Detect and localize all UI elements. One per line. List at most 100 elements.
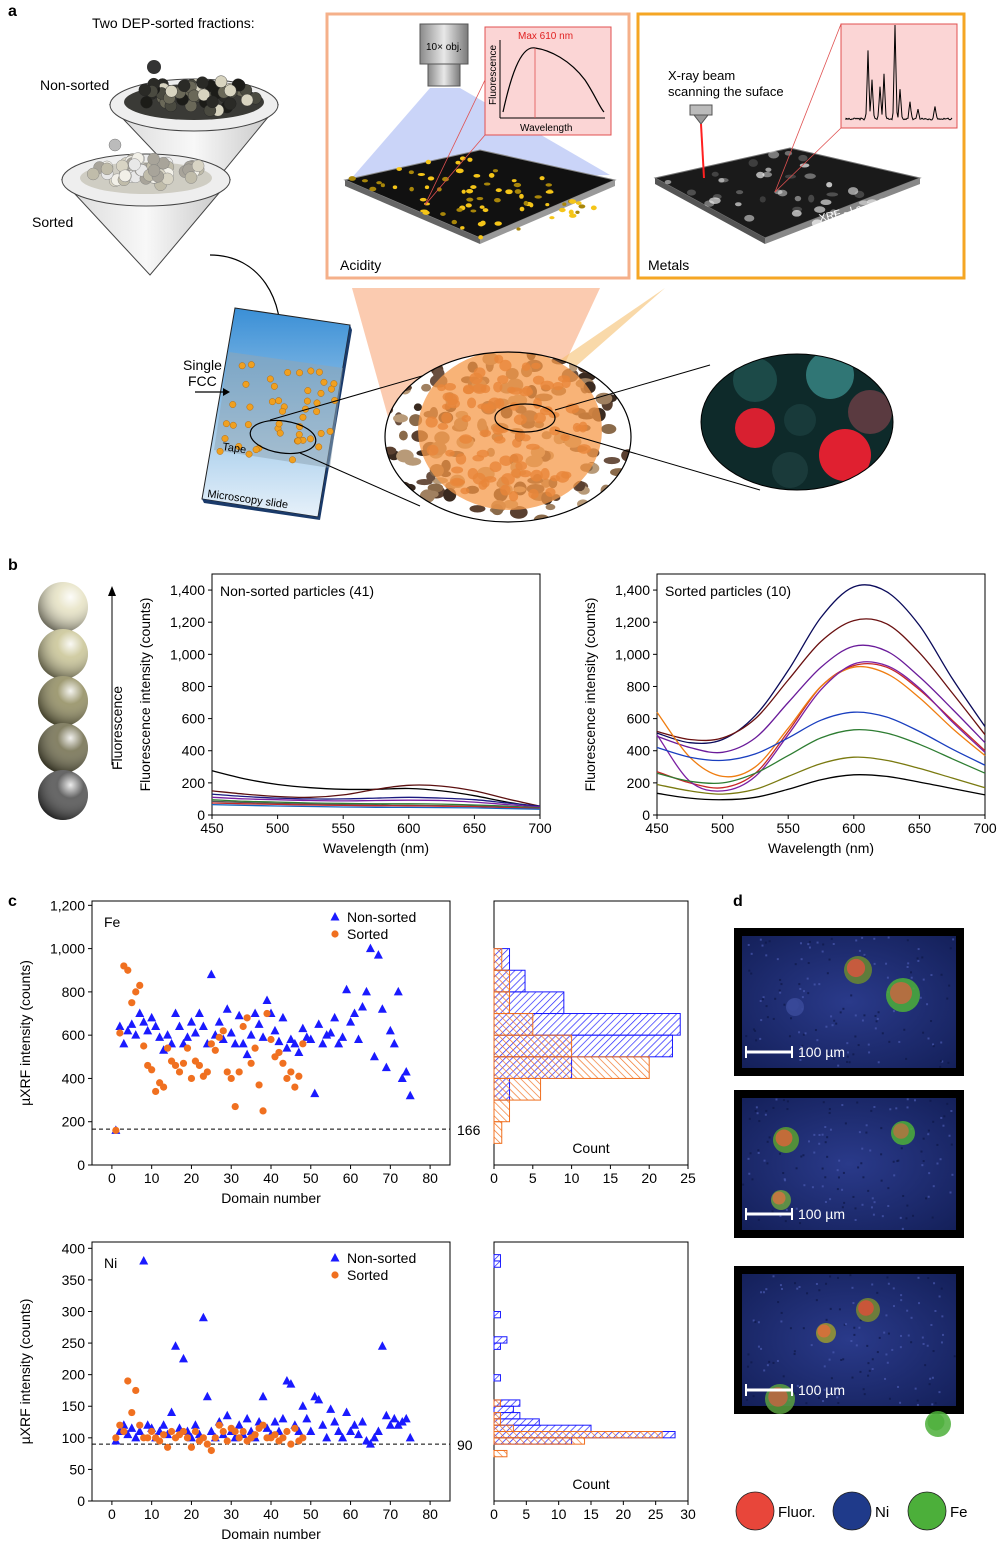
inset-ylabel: Fluorescence [488, 45, 499, 105]
x-tick-label: 600 [842, 820, 866, 836]
sorted-point [179, 1059, 188, 1067]
non-sorted-point [306, 1034, 316, 1043]
sorted-point [160, 1083, 168, 1091]
spectrum-line-2 [211, 784, 541, 807]
non-sorted-point [123, 1429, 133, 1439]
sorted-point [207, 1040, 215, 1048]
x-tick-label: 0 [490, 1506, 498, 1522]
microscope-objective: 10× obj. [419, 23, 469, 87]
non-sorted-point [330, 1417, 340, 1426]
sorted-point [175, 1068, 184, 1076]
non-sorted-point [258, 1032, 268, 1041]
non-sorted-point [258, 1391, 268, 1401]
non-sorted-bar [493, 1254, 501, 1262]
non-sorted-point [286, 1379, 296, 1388]
sorted-bar [493, 1449, 508, 1458]
y-tick-label: 300 [62, 1303, 86, 1319]
non-sorted-point [171, 1341, 181, 1350]
non-sorted-point [115, 1021, 125, 1031]
plot-frame [91, 1241, 451, 1502]
panel-c: 0 10 20 30 40 50 60 70 8002004006008001,0001,200… [17, 897, 696, 1542]
x-tick-label: 700 [528, 820, 552, 836]
non-sorted-point [369, 1432, 379, 1442]
sorted-point [112, 1126, 120, 1134]
sorted-point [287, 1440, 295, 1448]
x-tick-label: 30 [223, 1506, 239, 1522]
y-tick-label: 200 [182, 775, 206, 791]
sorted-point [156, 1437, 164, 1445]
non-sorted-point [262, 995, 272, 1005]
spectrum-line-5 [656, 665, 986, 778]
non-sorted-point [357, 1417, 367, 1426]
non-sorted-point [131, 1030, 141, 1039]
element-label: Ni [104, 1255, 117, 1271]
x-tick-label: 10 [564, 1170, 580, 1186]
sorted-label: Sorted [32, 214, 73, 230]
sorted-point [199, 1434, 207, 1442]
sorted-point [291, 1424, 299, 1432]
non-sorted-point [405, 1090, 415, 1100]
non-sorted-point [171, 1008, 181, 1018]
y-tick-label: 1,400 [170, 582, 205, 598]
sorted-point [259, 1421, 267, 1429]
sorted-point [219, 1427, 227, 1436]
x-tick-label: 600 [397, 820, 421, 836]
x-tick-label: 10 [144, 1506, 160, 1522]
non-sorted-point [242, 1049, 252, 1059]
non-sorted-point [373, 1426, 383, 1436]
non-sorted-point [163, 1030, 173, 1039]
panel-a-schematic: Two DEP-sorted fractions: Non-sorted Sor… [32, 12, 966, 523]
non-sorted-point [365, 1439, 375, 1448]
spectrum-line-8 [656, 728, 986, 785]
x-tick-label: 10 [144, 1170, 160, 1186]
legend-marker-non-sorted [330, 1253, 340, 1262]
sorted-point [187, 1074, 196, 1083]
scale-bar-label: 100 µm [798, 1044, 845, 1060]
x-tick-label: 450 [645, 820, 669, 836]
sorted-point [283, 1074, 291, 1083]
sorted-bar [493, 1418, 501, 1426]
threshold-label: 90 [457, 1437, 473, 1453]
non-sorted-point [346, 1426, 356, 1436]
x-tick-label: 80 [422, 1170, 438, 1186]
fluorescence-zoom [700, 353, 894, 491]
sorted-point [171, 1061, 180, 1070]
spectrum-line-7 [656, 711, 986, 766]
sorted-point [128, 1408, 136, 1417]
sorted-point [263, 1009, 271, 1018]
sorted-point [235, 1434, 243, 1442]
objective-label: 10× obj. [426, 42, 462, 53]
non-sorted-point [274, 1036, 284, 1046]
sorted-bar [493, 1099, 511, 1123]
sorted-point [219, 1027, 227, 1035]
sorted-point [179, 1427, 188, 1436]
sorted-bar [493, 969, 511, 993]
sorted-bar [493, 1412, 501, 1420]
non-sorted-point [206, 1426, 216, 1436]
chart-sorted-spectra: 450 500 550 600 650 700 0 200 400 600 800 1,000 1,20… [582, 573, 997, 856]
non-sorted-point [314, 1019, 324, 1028]
sorted-point [215, 1033, 223, 1041]
panel-label-c: c [8, 893, 17, 910]
plot-frame [493, 1241, 689, 1502]
sorted-point [144, 1434, 152, 1442]
sorted-point [299, 1434, 307, 1442]
sorted-point [195, 1061, 203, 1070]
y-tick-label: 150 [62, 1398, 86, 1414]
legend-label-non-sorted: Non-sorted [347, 909, 416, 925]
spectrum-line-10 [656, 774, 986, 801]
acidity-label: Acidity [340, 257, 381, 273]
non-sorted-point [393, 1420, 403, 1429]
non-sorted-point [310, 1391, 320, 1401]
non-sorted-bar [493, 1260, 501, 1268]
non-sorted-point [365, 943, 375, 953]
x-tick-label: 20 [184, 1506, 200, 1522]
non-sorted-point [278, 1012, 288, 1022]
non-sorted-point [254, 1019, 264, 1028]
sorted-point [239, 1022, 247, 1031]
sorted-point [215, 1421, 223, 1429]
y-tick-label: 200 [62, 1367, 86, 1383]
sorted-bar [493, 1013, 534, 1036]
spectrum-line-8 [211, 803, 541, 810]
sorted-bar [493, 1431, 663, 1439]
